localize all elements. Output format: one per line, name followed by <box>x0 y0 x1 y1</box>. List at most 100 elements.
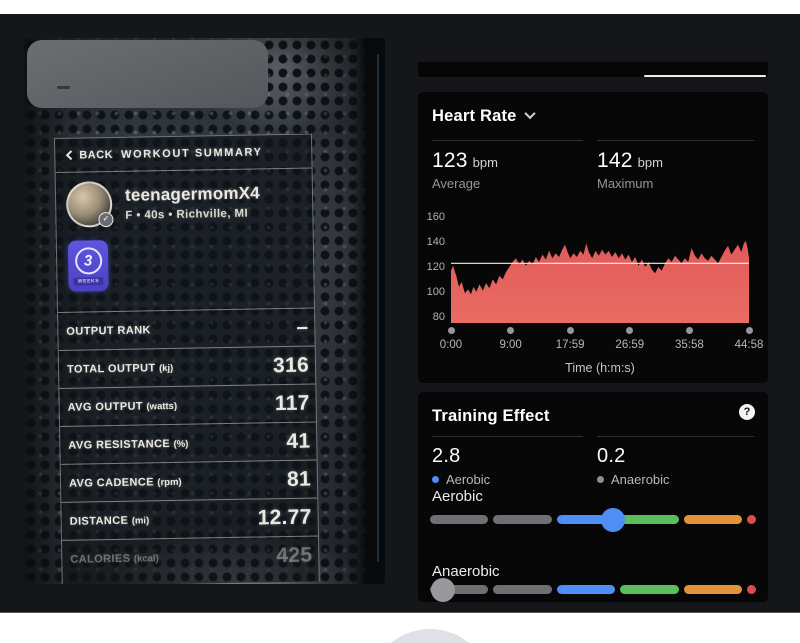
hr-y-tick: 120 <box>426 261 445 273</box>
avatar: ✓ <box>65 180 114 228</box>
verified-check-icon: ✓ <box>98 211 114 228</box>
hr-y-tick: 160 <box>426 211 445 224</box>
hr-x-tick-dot <box>447 327 455 334</box>
anaerobic-slider-knob <box>431 578 456 602</box>
hr-x-tick-label: 44:58 <box>734 339 764 351</box>
top-white-strip <box>0 0 800 14</box>
hr-x-tick-dot <box>566 327 574 334</box>
cropped-card-above <box>418 62 768 77</box>
anaerobic-slider <box>430 575 757 602</box>
badge-number: 3 <box>83 252 93 270</box>
redaction-overlay <box>27 40 268 108</box>
slider-zone-segment <box>747 585 757 594</box>
stat-value: 12.77 <box>257 505 312 530</box>
stat-row-calories: CALORIES (kcal) 425 <box>62 536 319 578</box>
weeks-streak-badge: 3 WEEKS <box>67 240 109 292</box>
workout-summary-photo[interactable]: BACK WORKOUT SUMMARY ✓ teenagermomX4 F •… <box>24 38 385 584</box>
back-button: BACK <box>65 148 114 162</box>
hr-x-axis-title: Time (h:m:s) <box>565 361 635 375</box>
hr-x-tick-label: 17:59 <box>555 339 585 351</box>
stat-unit: (kcal) <box>133 553 159 565</box>
hr-y-tick: 100 <box>426 285 445 298</box>
hr-average-metric: 123 bpm Average <box>432 140 583 191</box>
stat-value: 117 <box>274 391 310 415</box>
slider-zone-segment <box>430 585 489 594</box>
slider-zone-segment <box>556 515 616 524</box>
aerobic-section-label: Aerobic <box>432 488 483 505</box>
hr-x-tick-label: 35:58 <box>674 339 704 351</box>
chevron-left-icon <box>65 150 76 161</box>
scroll-indicator[interactable] <box>644 74 766 77</box>
heart-rate-title: Heart Rate <box>432 107 517 125</box>
hr-y-tick: 140 <box>426 236 445 249</box>
slider-zone-segment <box>683 585 743 594</box>
user-row: ✓ teenagermomX4 F • 40s • Richville, MI <box>56 169 313 236</box>
stat-value: 316 <box>272 353 310 377</box>
hr-maximum-label: Maximum <box>597 176 654 191</box>
slider-zone-segment <box>683 515 743 524</box>
aerobic-slider-track <box>430 515 757 524</box>
stat-unit: (rpm) <box>157 476 182 488</box>
heart-rate-dropdown[interactable]: Heart Rate <box>418 92 768 126</box>
anaerobic-section-label: Anaerobic <box>432 563 500 580</box>
hr-x-tick-label: 0:00 <box>439 339 463 351</box>
user-details: F • 40s • Richville, MI <box>125 207 249 222</box>
hr-maximum-unit: bpm <box>637 155 663 170</box>
te-aerobic-value: 2.8 <box>432 445 461 467</box>
stat-unit: (kj) <box>158 362 174 374</box>
anaerobic-dot-icon <box>597 476 604 483</box>
stat-value: 81 <box>286 467 312 491</box>
heart-rate-card: Heart Rate 123 bpm Average 142 bpm Maximum… <box>418 92 768 383</box>
heart-rate-chart: 160 140 120 100 80 0:00 9:00 17:59 26:59 35:58 44… <box>418 204 768 380</box>
hr-x-tick-dot <box>745 327 753 334</box>
page-title: WORKOUT SUMMARY <box>120 145 263 161</box>
slider-zone-segment <box>620 515 679 524</box>
slider-zone-segment <box>620 585 679 594</box>
workout-summary-header: BACK WORKOUT SUMMARY <box>55 134 312 173</box>
slider-zone-segment <box>430 515 489 524</box>
badge-circle: 3 <box>74 247 102 275</box>
hr-x-tick-label: 9:00 <box>499 339 522 351</box>
aerobic-slider <box>430 505 757 535</box>
stat-row-distance: DISTANCE (mi) 12.77 <box>61 498 318 541</box>
stats-table: OUTPUT RANK – TOTAL OUTPUT (kj) 316 AVG … <box>58 307 319 579</box>
stat-unit: (watts) <box>146 400 178 412</box>
hr-average-unit: bpm <box>472 155 498 170</box>
dark-stage: BACK WORKOUT SUMMARY ✓ teenagermomX4 F •… <box>0 14 800 612</box>
bottom-white-strip <box>0 612 800 643</box>
back-label: BACK <box>79 148 114 162</box>
stat-unit: (%) <box>173 438 189 450</box>
hr-x-tick-dot <box>685 327 693 334</box>
aerobic-dot-icon <box>432 476 439 483</box>
stat-label: AVG CADENCE <box>68 475 154 490</box>
badge-banner: WEEKS <box>73 277 104 286</box>
hr-y-tick: 80 <box>432 310 445 323</box>
stat-label: AVG OUTPUT <box>67 399 144 414</box>
redaction-dash <box>57 86 70 89</box>
stat-value: 41 <box>286 429 311 453</box>
aerobic-slider-knob <box>600 508 625 532</box>
hr-x-tick-dot <box>507 327 515 334</box>
hr-average-value: 123 <box>432 149 468 172</box>
te-anaerobic-label: Anaerobic <box>611 472 670 487</box>
stat-value: 425 <box>276 543 313 568</box>
username: teenagermomX4 <box>124 183 261 205</box>
stat-row-avg-resistance: AVG RESISTANCE (%) 41 <box>60 422 317 465</box>
slider-zone-segment <box>747 515 757 524</box>
hr-maximum-value: 142 <box>597 149 633 172</box>
tablet-bezel <box>353 38 385 584</box>
hr-x-tick-label: 26:59 <box>615 339 645 351</box>
slider-zone-segment <box>493 515 552 524</box>
help-icon[interactable]: ? <box>739 404 755 420</box>
anaerobic-slider-track <box>430 585 757 594</box>
te-aerobic-label: Aerobic <box>446 472 491 487</box>
hr-average-label: Average <box>432 176 481 191</box>
slider-zone-segment <box>493 585 552 594</box>
stat-row-output-rank: OUTPUT RANK – <box>58 308 315 351</box>
stat-unit: (mi) <box>131 514 150 527</box>
workout-summary-panel: BACK WORKOUT SUMMARY ✓ teenagermomX4 F •… <box>54 133 320 584</box>
stat-value: – <box>296 315 309 339</box>
training-effect-title: Training Effect <box>432 407 550 425</box>
stat-row-avg-cadence: AVG CADENCE (rpm) 81 <box>60 460 318 503</box>
